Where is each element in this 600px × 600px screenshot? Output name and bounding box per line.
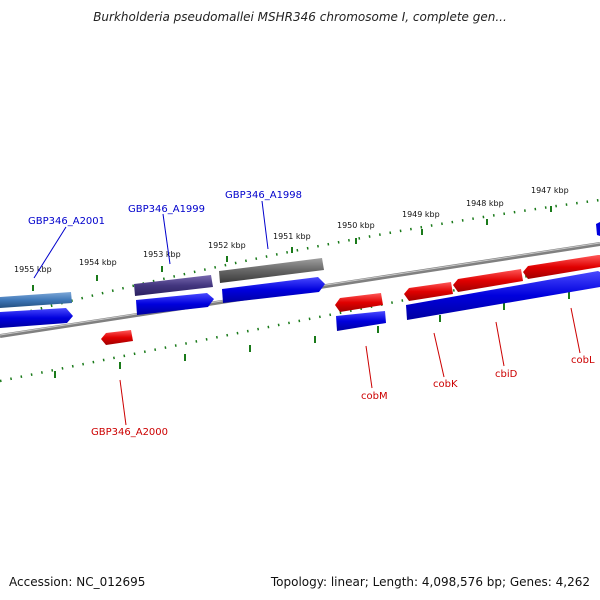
gene-label-cobl[interactable]: cobL [571, 355, 595, 366]
kbp-label-1952: 1952 kbp [208, 241, 246, 250]
kbp-label-1953: 1953 kbp [143, 250, 181, 259]
gene-arrow-gbp346-a2000[interactable] [101, 330, 133, 345]
kbp-label-1947: 1947 kbp [531, 186, 569, 195]
gene-label-gbp346-a2000[interactable]: GBP346_A2000 [91, 427, 168, 438]
gene-label-cobm[interactable]: cobM [361, 391, 388, 402]
gene-arrow-edge-forward[interactable] [596, 222, 600, 236]
kbp-label-1951: 1951 kbp [273, 232, 311, 241]
gene-arrow-cobk[interactable] [404, 282, 453, 301]
kbp-label-1949: 1949 kbp [402, 210, 440, 219]
gene-label-gbp346-a1999[interactable]: GBP346_A1999 [128, 204, 205, 215]
kbp-label-1954: 1954 kbp [79, 258, 117, 267]
gene-arrow-cbid[interactable] [453, 269, 523, 292]
gene-label-cobk[interactable]: cobK [433, 379, 458, 390]
gene-arrow-cobm[interactable] [335, 293, 383, 312]
major-ticks-upper [32, 206, 552, 291]
accession-label: Accession: NC_012695 [9, 575, 146, 589]
gene-label-gbp346-a1998[interactable]: GBP346_A1998 [225, 190, 302, 201]
gene-arrow-forward-1[interactable] [0, 308, 73, 328]
topology-label: Topology: linear; Length: 4,098,576 bp; … [270, 575, 590, 589]
gene-block-cobm-forward[interactable] [336, 311, 386, 331]
kbp-label-1955: 1955 kbp [14, 265, 52, 274]
gene-feature-gbp346-a1998[interactable] [219, 258, 324, 283]
kbp-label-1948: 1948 kbp [466, 199, 504, 208]
gene-feature-gbp346-a2001[interactable] [0, 292, 72, 308]
kbp-label-1950: 1950 kbp [337, 221, 375, 230]
gene-block-long-forward[interactable] [406, 271, 600, 320]
gene-label-gbp346-a2001[interactable]: GBP346_A2001 [28, 216, 105, 227]
map-title: Burkholderia pseudomallei MSHR346 chromo… [93, 10, 507, 24]
gene-arrow-cobl[interactable] [523, 255, 600, 279]
gene-arrow-forward-3[interactable] [222, 277, 325, 303]
label-leader-lines [33, 200, 581, 426]
gene-arrow-forward-2[interactable] [136, 293, 214, 315]
gene-label-cbid[interactable]: cbiD [495, 369, 518, 380]
gene-feature-gbp346-a1999[interactable] [134, 275, 213, 296]
major-ticks-lower [54, 292, 570, 378]
